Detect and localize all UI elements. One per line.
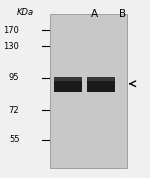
Text: 55: 55 <box>9 135 19 144</box>
Text: 130: 130 <box>3 42 19 51</box>
Text: 170: 170 <box>3 26 19 35</box>
Text: B: B <box>119 9 126 19</box>
FancyBboxPatch shape <box>50 14 128 168</box>
Text: 95: 95 <box>9 73 19 82</box>
FancyBboxPatch shape <box>87 77 115 92</box>
Text: KDa: KDa <box>17 8 34 17</box>
Text: A: A <box>91 9 98 19</box>
Text: 72: 72 <box>9 106 19 114</box>
FancyBboxPatch shape <box>54 77 82 81</box>
FancyBboxPatch shape <box>87 77 115 81</box>
FancyBboxPatch shape <box>54 77 82 92</box>
